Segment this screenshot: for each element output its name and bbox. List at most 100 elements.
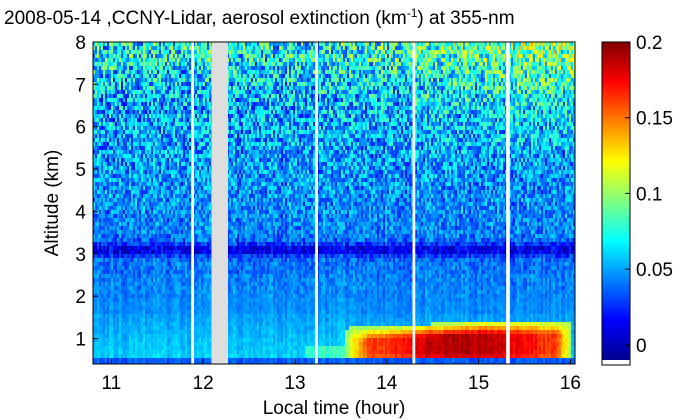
heatmap-cell bbox=[131, 250, 134, 255]
heatmap-cell bbox=[133, 350, 136, 355]
heatmap-cell bbox=[137, 170, 140, 175]
heatmap-cell bbox=[99, 90, 102, 95]
heatmap-cell bbox=[127, 330, 130, 335]
heatmap-cell bbox=[103, 298, 106, 303]
heatmap-cell bbox=[123, 246, 126, 251]
heatmap-cell bbox=[127, 130, 130, 135]
heatmap-cell bbox=[137, 178, 140, 183]
heatmap-cell bbox=[93, 170, 96, 175]
heatmap-cell bbox=[127, 82, 130, 87]
heatmap-cell bbox=[119, 170, 122, 175]
heatmap-cell bbox=[95, 150, 98, 155]
heatmap-cell bbox=[109, 170, 112, 175]
heatmap-cell bbox=[107, 114, 110, 119]
heatmap-cell bbox=[117, 238, 120, 243]
heatmap-cell bbox=[105, 94, 108, 99]
heatmap-cell bbox=[133, 82, 136, 87]
heatmap-cell bbox=[133, 110, 136, 115]
heatmap-cell bbox=[121, 174, 124, 179]
heatmap-cell bbox=[125, 126, 128, 131]
heatmap-cell bbox=[109, 82, 112, 87]
heatmap-cell bbox=[99, 54, 102, 59]
title-superscript: -1 bbox=[407, 6, 418, 20]
heatmap-cell bbox=[115, 358, 118, 363]
heatmap-cell bbox=[113, 166, 116, 171]
heatmap-cell bbox=[119, 82, 122, 87]
heatmap-cell bbox=[105, 222, 108, 227]
heatmap-cell bbox=[113, 66, 116, 71]
heatmap-cell bbox=[93, 246, 96, 251]
heatmap-cell bbox=[109, 266, 112, 271]
heatmap-cell bbox=[137, 254, 140, 259]
heatmap-cell bbox=[125, 86, 128, 91]
heatmap-cell bbox=[111, 266, 114, 271]
heatmap-cell bbox=[131, 134, 134, 139]
heatmap-cell bbox=[131, 262, 134, 267]
heatmap-cell bbox=[101, 78, 104, 83]
heatmap-cell bbox=[119, 194, 122, 199]
heatmap-cell bbox=[123, 222, 126, 227]
heatmap-cell bbox=[101, 118, 104, 123]
heatmap-cell bbox=[123, 158, 126, 163]
heatmap-cell bbox=[105, 210, 108, 215]
heatmap-cell bbox=[95, 346, 98, 351]
heatmap-cell bbox=[137, 62, 140, 67]
heatmap-cell bbox=[117, 190, 120, 195]
heatmap-cell bbox=[99, 334, 102, 339]
heatmap-cell bbox=[135, 306, 138, 311]
heatmap-cell bbox=[125, 354, 128, 359]
heatmap-cell bbox=[99, 298, 102, 303]
heatmap-cell bbox=[105, 110, 108, 115]
heatmap-cell bbox=[125, 130, 128, 135]
heatmap-cell bbox=[95, 106, 98, 111]
heatmap-cell bbox=[119, 282, 122, 287]
heatmap-cell bbox=[137, 138, 140, 143]
heatmap-cell bbox=[131, 170, 134, 175]
heatmap-cell bbox=[115, 110, 118, 115]
heatmap-cell bbox=[133, 98, 136, 103]
heatmap-cell bbox=[105, 234, 108, 239]
heatmap-cell bbox=[115, 126, 118, 131]
heatmap-cell bbox=[93, 50, 96, 55]
heatmap-cell bbox=[137, 314, 140, 319]
heatmap-cell bbox=[97, 362, 100, 364]
heatmap-cell bbox=[97, 198, 100, 203]
heatmap-cell bbox=[137, 294, 140, 299]
heatmap-cell bbox=[109, 294, 112, 299]
heatmap-cell bbox=[121, 54, 124, 59]
heatmap-cell bbox=[103, 126, 106, 131]
heatmap-cell bbox=[93, 326, 96, 331]
heatmap-cell bbox=[135, 122, 138, 127]
heatmap-cell bbox=[107, 86, 110, 91]
heatmap-cell bbox=[129, 50, 132, 55]
heatmap-cell bbox=[123, 190, 126, 195]
heatmap-cell bbox=[107, 250, 110, 255]
heatmap-cell bbox=[113, 146, 116, 151]
heatmap-cell bbox=[93, 350, 96, 355]
heatmap-cell bbox=[109, 70, 112, 75]
heatmap-cell bbox=[117, 146, 120, 151]
heatmap-cell bbox=[123, 150, 126, 155]
heatmap-cell bbox=[105, 106, 108, 111]
heatmap-cell bbox=[105, 42, 108, 47]
heatmap-cell bbox=[107, 290, 110, 295]
heatmap-cell bbox=[123, 82, 126, 87]
heatmap-cell bbox=[133, 338, 136, 343]
heatmap-cell bbox=[103, 74, 106, 79]
heatmap-cell bbox=[93, 290, 96, 295]
heatmap-cell bbox=[119, 250, 122, 255]
heatmap-cell bbox=[133, 250, 136, 255]
heatmap-cell bbox=[137, 158, 140, 163]
heatmap-cell bbox=[131, 338, 134, 343]
heatmap-cell bbox=[135, 194, 138, 199]
heatmap-cell bbox=[95, 282, 98, 287]
heatmap-cell bbox=[93, 130, 96, 135]
heatmap-cell bbox=[125, 298, 128, 303]
heatmap-cell bbox=[117, 318, 120, 323]
heatmap-cell bbox=[95, 254, 98, 259]
heatmap-cell bbox=[121, 138, 124, 143]
heatmap-cell bbox=[97, 82, 100, 87]
heatmap-cell bbox=[131, 90, 134, 95]
heatmap-cell bbox=[125, 302, 128, 307]
heatmap-cell bbox=[137, 202, 140, 207]
